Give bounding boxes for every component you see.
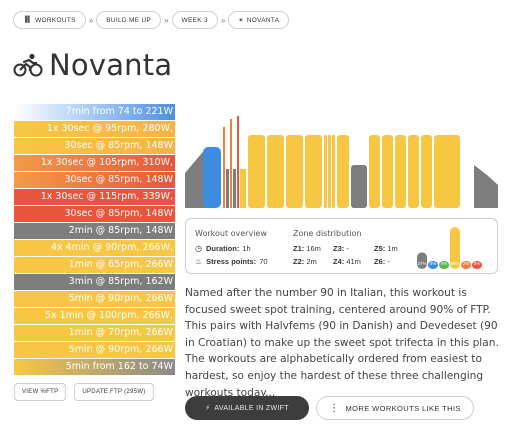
recovery-bar: [240, 169, 246, 208]
interval-row: 3min @ 85rpm, 162W: [14, 273, 175, 291]
breadcrumb-week-3[interactable]: WEEK 3: [171, 11, 218, 29]
zone-bar: [472, 261, 482, 269]
interval-row: 5min from 162 to 74W: [14, 358, 175, 376]
stress-row: ♨ Stress points: 70: [195, 257, 268, 266]
stress-label: Stress points:: [206, 257, 257, 266]
available-in-zwift-button: ⚡ AVAILABLE IN ZWIFT: [185, 396, 309, 420]
zone-z6: Z6: -: [374, 257, 390, 266]
more-workouts-label: MORE WORKOUTS LIKE THIS: [345, 403, 461, 413]
zone-bar-label: 0%: [474, 261, 481, 266]
zone-bar-label: 0%: [441, 261, 448, 266]
breadcrumb-build-me-up[interactable]: BUILD ME UP: [96, 11, 162, 29]
view-ftp-button[interactable]: VIEW %FTP: [14, 383, 67, 401]
flame-icon: ♨: [195, 257, 203, 266]
zone-distribution-chart: 27% 4% 0% 68% 2% 0%: [417, 227, 482, 269]
more-workouts-button[interactable]: ⋮ MORE WORKOUTS LIKE THIS: [316, 396, 474, 420]
interval-row: 5min @ 90rpm, 266W: [14, 341, 175, 359]
interval-row: 1x 30sec @ 105rpm, 310W,: [14, 154, 175, 172]
interval-row: 1x 30sec @ 95rpm, 280W,: [14, 120, 175, 138]
page-title: Novanta: [49, 48, 173, 82]
effort-bar: [237, 116, 239, 208]
zone-distribution-heading: Zone distribution: [293, 229, 362, 238]
lightning-icon: ⚡: [205, 405, 211, 412]
bar-chart-icon: ▐▌: [23, 17, 33, 23]
sweet-spot-bar: [305, 135, 322, 208]
cyclist-icon: [13, 53, 43, 77]
interval-row: 30sec @ 85rpm, 148W: [14, 137, 175, 155]
workout-profile-chart: [185, 116, 498, 208]
zone-bar: [428, 261, 438, 269]
rest-bar: [226, 169, 229, 208]
cooldown-ramp: [474, 165, 498, 208]
interval-row: 5min @ 90rpm, 266W: [14, 290, 175, 308]
breadcrumb-workouts[interactable]: ▐▌ WORKOUTS: [13, 11, 86, 29]
interval-list: 7min from 74 to 221W 1x 30sec @ 95rpm, 28…: [14, 104, 175, 376]
zone-bar: [461, 261, 471, 269]
interval-row: 1min @ 70rpm, 266W: [14, 324, 175, 342]
sweet-spot-bar: [337, 135, 349, 208]
ftp-buttons: VIEW %FTP UPDATE FTP (295W): [14, 383, 162, 401]
recovery-bar: [351, 165, 367, 208]
duration-label: Duration:: [205, 244, 240, 253]
cyclist-icon: ✷: [238, 17, 244, 24]
breadcrumb: ▐▌ WORKOUTS » BUILD ME UP » WEEK 3 » ✷ N…: [13, 11, 290, 29]
chevron-right-icon: »: [164, 15, 169, 25]
zone-bar-label: 2%: [463, 261, 470, 266]
chevron-right-icon: »: [220, 15, 226, 25]
update-ftp-button[interactable]: UPDATE FTP (295W): [74, 383, 154, 401]
sweet-spot-bar: [421, 135, 432, 208]
sweet-spot-bar: [332, 135, 335, 208]
available-label: AVAILABLE IN ZWIFT: [214, 404, 289, 412]
breadcrumb-label: WORKOUTS: [35, 16, 76, 24]
page-title-row: Novanta: [13, 48, 172, 82]
breadcrumb-label: WEEK 3: [181, 16, 208, 24]
breadcrumb-novanta[interactable]: ✷ NOVANTA: [228, 11, 290, 29]
sweet-spot-bar: [395, 135, 406, 208]
duration-row: ◷ Duration: 1h: [195, 244, 251, 253]
sweet-spot-bar: [369, 135, 380, 208]
sweet-spot-bar: [324, 135, 327, 208]
sweet-spot-bar: [248, 135, 265, 208]
zone-bar-label: 4%: [430, 261, 437, 266]
sweet-spot-bar: [286, 135, 303, 208]
zone-z2: Z2: 2m: [293, 257, 317, 266]
sweet-spot-bar: [408, 135, 419, 208]
interval-row: 2min @ 85rpm, 148W: [14, 222, 175, 240]
zone-bar: [450, 227, 460, 269]
breadcrumb-label: BUILD ME UP: [106, 16, 152, 24]
zone-z1: Z1: 16m: [293, 244, 321, 253]
interval-row: 4x 4min @ 90rpm, 266W,: [14, 239, 175, 257]
zone-bar: [417, 252, 427, 269]
zone-bar: [439, 261, 449, 269]
zone-z5: Z5: 1m: [374, 244, 398, 253]
sweet-spot-bar: [434, 135, 460, 208]
sweet-spot-bar: [382, 135, 393, 208]
sweet-spot-bar: [267, 135, 284, 208]
effort-bar: [223, 127, 225, 208]
effort-bar: [230, 119, 232, 208]
interval-row: 30sec @ 85rpm, 148W: [14, 171, 175, 189]
interval-row: 5x 1min @ 100rpm, 266W,: [14, 307, 175, 325]
zone-bar-label: 27%: [417, 261, 426, 266]
interval-row: 1min @ 65rpm, 266W: [14, 256, 175, 274]
zone-bar-label: 68%: [450, 261, 459, 266]
clock-icon: ◷: [195, 244, 202, 253]
workout-description: Named after the number 90 in Italian, th…: [185, 287, 499, 399]
duration-value: 1h: [242, 244, 251, 253]
stress-value: 70: [259, 257, 268, 266]
workout-overview-heading: Workout overview: [195, 229, 267, 238]
interval-row: 30sec @ 85rpm, 148W: [14, 205, 175, 223]
zone-z4: Z4: 41m: [333, 257, 361, 266]
interval-row: 1x 30sec @ 115rpm, 339W,: [14, 188, 175, 206]
zone-z3: Z3: -: [333, 244, 349, 253]
warmup-bar: [203, 147, 221, 208]
workout-info-panel: Workout overview ◷ Duration: 1h ♨ Stress…: [185, 218, 498, 274]
rest-bar: [233, 169, 236, 208]
breadcrumb-label: NOVANTA: [246, 16, 280, 24]
warmup-ramp: [185, 147, 207, 208]
chevron-right-icon: »: [88, 15, 94, 25]
more-dots-icon: ⋮: [329, 402, 340, 414]
sweet-spot-bar: [328, 135, 331, 208]
interval-row: 7min from 74 to 221W: [14, 104, 175, 121]
